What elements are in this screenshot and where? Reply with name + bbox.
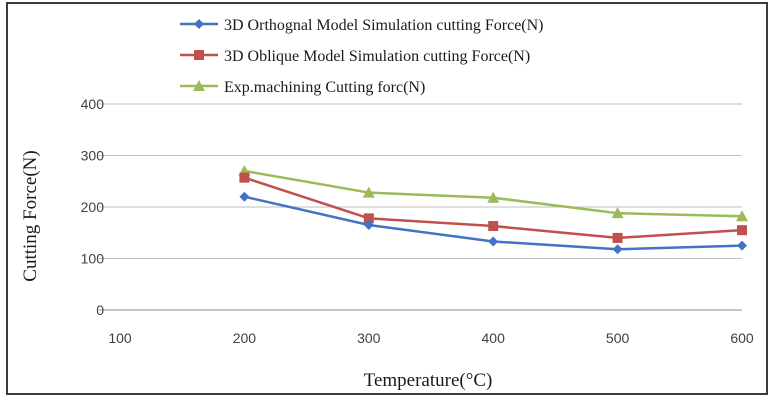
x-tick-label: 200	[233, 330, 257, 346]
legend-label-3: Exp.machining Cutting forc(N)	[224, 79, 425, 96]
data-point-series-2	[488, 221, 499, 232]
data-point-series-1	[488, 236, 499, 247]
x-tick-label: 500	[606, 330, 630, 346]
data-point-series-1	[737, 240, 747, 251]
y-tick-label: 200	[81, 199, 105, 215]
data-point-series-1	[363, 220, 374, 231]
x-tick-label: 400	[482, 330, 506, 346]
y-tick-label: 300	[81, 148, 105, 164]
data-point-series-2	[612, 232, 623, 243]
legend-label-2: 3D Oblique Model Simulation cutting Forc…	[224, 48, 530, 65]
data-point-series-3	[487, 191, 500, 203]
x-tick-label: 100	[108, 330, 132, 346]
grid-layer	[99, 103, 742, 311]
chart-frame	[6, 2, 768, 395]
legend-marker-3	[193, 80, 205, 91]
data-point-series-2	[737, 225, 747, 236]
data-point-series-3	[362, 186, 375, 198]
data-point-series-1	[239, 191, 250, 202]
data-point-series-3	[736, 210, 748, 222]
y-tick-label: 0	[96, 302, 104, 318]
y-tick-label: 100	[81, 251, 105, 267]
x-tick-label: 300	[357, 330, 381, 346]
data-point-series-2	[363, 213, 374, 224]
series-layer	[238, 164, 748, 255]
y-tick-label: 400	[81, 96, 105, 112]
data-point-series-3	[611, 207, 624, 219]
data-point-series-1	[612, 244, 623, 255]
x-axis-title: Temperature(°C)	[364, 370, 493, 391]
legend-marker-1	[194, 19, 204, 29]
legend: 3D Orthognal Model Simulation cutting Fo…	[180, 17, 544, 96]
data-point-series-2	[239, 172, 250, 183]
legend-label-1: 3D Orthognal Model Simulation cutting Fo…	[224, 17, 544, 34]
x-tick-label: 600	[730, 330, 754, 346]
y-axis-title: Cutting Force(N)	[20, 150, 41, 281]
legend-marker-2	[194, 50, 204, 60]
